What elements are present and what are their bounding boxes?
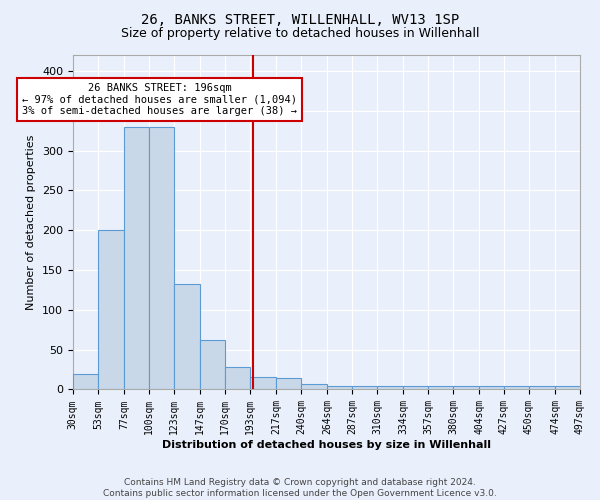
Bar	[453, 386, 479, 390]
Bar	[529, 386, 555, 390]
Bar	[301, 384, 327, 390]
Bar	[200, 340, 225, 390]
Bar	[504, 386, 529, 390]
Bar	[124, 126, 149, 390]
Bar	[73, 374, 98, 390]
Bar	[149, 126, 174, 390]
Bar	[250, 376, 276, 390]
Y-axis label: Number of detached properties: Number of detached properties	[26, 134, 37, 310]
Bar	[555, 386, 580, 390]
Bar	[403, 386, 428, 390]
Bar	[377, 386, 403, 390]
Bar	[98, 230, 124, 390]
Bar	[428, 386, 453, 390]
Bar	[352, 386, 377, 390]
Text: Size of property relative to detached houses in Willenhall: Size of property relative to detached ho…	[121, 28, 479, 40]
Bar	[479, 386, 504, 390]
X-axis label: Distribution of detached houses by size in Willenhall: Distribution of detached houses by size …	[162, 440, 491, 450]
Bar	[276, 378, 301, 390]
Text: 26 BANKS STREET: 196sqm
← 97% of detached houses are smaller (1,094)
3% of semi-: 26 BANKS STREET: 196sqm ← 97% of detache…	[22, 83, 297, 116]
Text: Contains HM Land Registry data © Crown copyright and database right 2024.
Contai: Contains HM Land Registry data © Crown c…	[103, 478, 497, 498]
Text: 26, BANKS STREET, WILLENHALL, WV13 1SP: 26, BANKS STREET, WILLENHALL, WV13 1SP	[141, 12, 459, 26]
Bar	[327, 386, 352, 390]
Bar	[225, 367, 250, 390]
Bar	[174, 284, 200, 390]
